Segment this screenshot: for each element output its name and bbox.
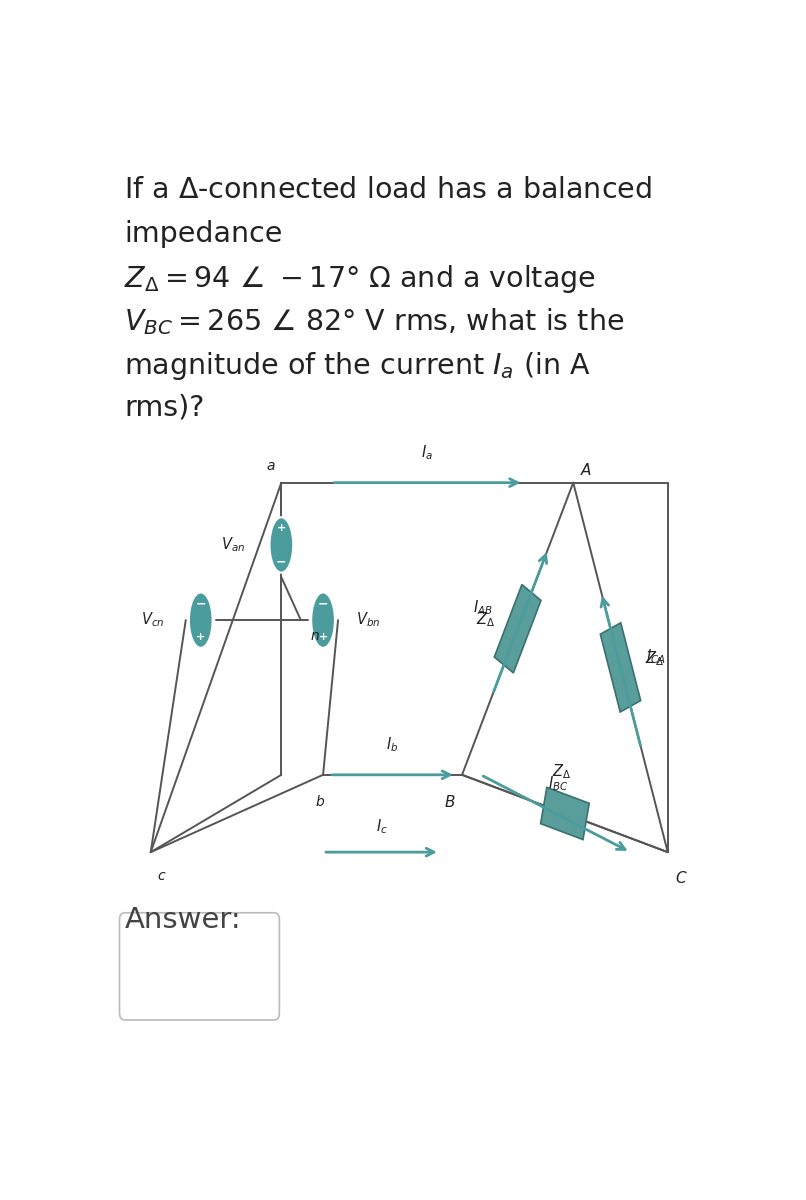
Text: If a $\Delta$-connected load has a balanced: If a $\Delta$-connected load has a balan…	[124, 176, 652, 204]
Text: a: a	[267, 460, 275, 474]
Text: magnitude of the current $I_a$ (in A: magnitude of the current $I_a$ (in A	[124, 350, 591, 382]
Text: $V_{cn}$: $V_{cn}$	[141, 611, 164, 630]
Polygon shape	[600, 623, 641, 712]
Text: A: A	[581, 463, 591, 478]
Ellipse shape	[311, 593, 335, 648]
Text: +: +	[318, 631, 328, 642]
Text: n: n	[310, 629, 319, 643]
Text: $Z_\Delta$: $Z_\Delta$	[476, 610, 495, 629]
Text: rms)?: rms)?	[124, 394, 205, 421]
Text: −: −	[196, 598, 206, 610]
Ellipse shape	[189, 593, 213, 648]
Text: $I_a$: $I_a$	[422, 444, 434, 462]
Text: b: b	[316, 796, 324, 809]
Text: $I_{BC}$: $I_{BC}$	[548, 774, 569, 793]
Text: −: −	[318, 598, 328, 610]
Text: +: +	[196, 631, 206, 642]
Polygon shape	[541, 787, 589, 840]
Text: $I_c$: $I_c$	[376, 817, 388, 835]
Text: −: −	[276, 556, 287, 568]
Text: C: C	[675, 871, 686, 886]
Text: B: B	[444, 796, 455, 810]
Text: $Z_\Delta = 94\ \angle\ -17°\ \Omega$ and a voltage: $Z_\Delta = 94\ \angle\ -17°\ \Omega$ an…	[124, 263, 596, 295]
Text: $V_{bn}$: $V_{bn}$	[355, 611, 380, 630]
Text: $Z_\Delta$: $Z_\Delta$	[646, 649, 664, 667]
Text: $V_{BC} = 265\ \angle\ 82°$ V rms, what is the: $V_{BC} = 265\ \angle\ 82°$ V rms, what …	[124, 307, 625, 337]
Text: $I_{CA}$: $I_{CA}$	[646, 647, 666, 666]
Text: +: +	[276, 523, 286, 533]
Polygon shape	[494, 584, 541, 673]
Text: $I_b$: $I_b$	[386, 736, 399, 755]
Text: $V_{an}$: $V_{an}$	[221, 535, 245, 554]
Text: $I_{AB}$: $I_{AB}$	[473, 599, 492, 617]
Text: c: c	[157, 869, 164, 883]
Text: $Z_\Delta$: $Z_\Delta$	[552, 762, 571, 781]
Text: Answer:: Answer:	[124, 906, 241, 935]
FancyBboxPatch shape	[119, 913, 280, 1020]
Ellipse shape	[269, 517, 293, 572]
Text: impedance: impedance	[124, 220, 283, 247]
